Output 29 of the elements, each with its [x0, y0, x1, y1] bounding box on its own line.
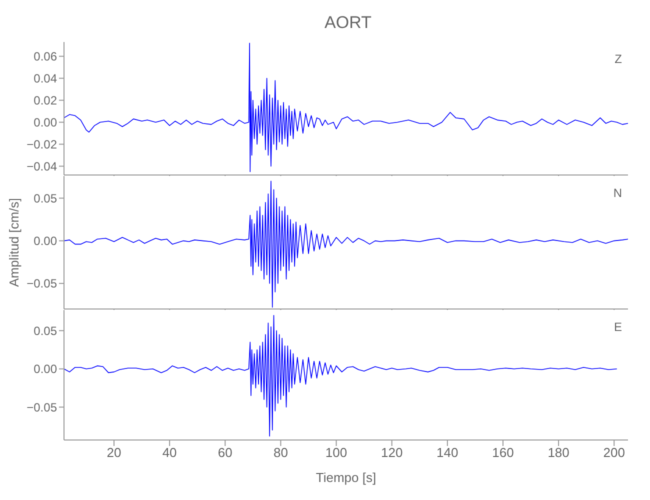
x-tick-label: 180 [548, 445, 570, 460]
y-tick-label: 0.05 [34, 324, 58, 338]
x-tick-label: 80 [273, 445, 288, 460]
x-tick-label: 160 [492, 445, 514, 460]
annotation: N [613, 186, 622, 200]
x-axis-title: Tiempo [s] [316, 470, 376, 485]
y-tick-label: −0.05 [26, 400, 58, 414]
y-tick-label: 0.06 [34, 50, 58, 64]
annotation: E [614, 320, 622, 334]
x-tick-label: 140 [436, 445, 458, 460]
x-tick-label: 60 [218, 445, 232, 460]
x-tick-label: 40 [162, 445, 177, 460]
y-tick-label: −0.04 [26, 159, 58, 174]
x-tick-label: 20 [106, 445, 122, 460]
line-series [64, 42, 628, 172]
x-tick-label: 200 [603, 445, 625, 460]
y-tick-label: 0.00 [34, 234, 58, 248]
annotation: Z [614, 52, 622, 66]
y-tick-label: 0.02 [34, 94, 58, 108]
y-axis-title: Amplitud [cm/s] [6, 198, 22, 287]
x-tick-label: 100 [325, 445, 348, 460]
y-tick-label: 0.04 [34, 72, 58, 86]
y-tick-label: −0.02 [26, 137, 58, 152]
y-tick-label: 0.00 [34, 116, 58, 130]
y-tick-label: −0.05 [26, 276, 58, 291]
x-tick-label: 120 [380, 445, 403, 460]
y-tick-label: 0.00 [34, 362, 58, 376]
y-tick-label: 0.05 [34, 191, 58, 206]
chart-title: AORT [324, 12, 372, 34]
